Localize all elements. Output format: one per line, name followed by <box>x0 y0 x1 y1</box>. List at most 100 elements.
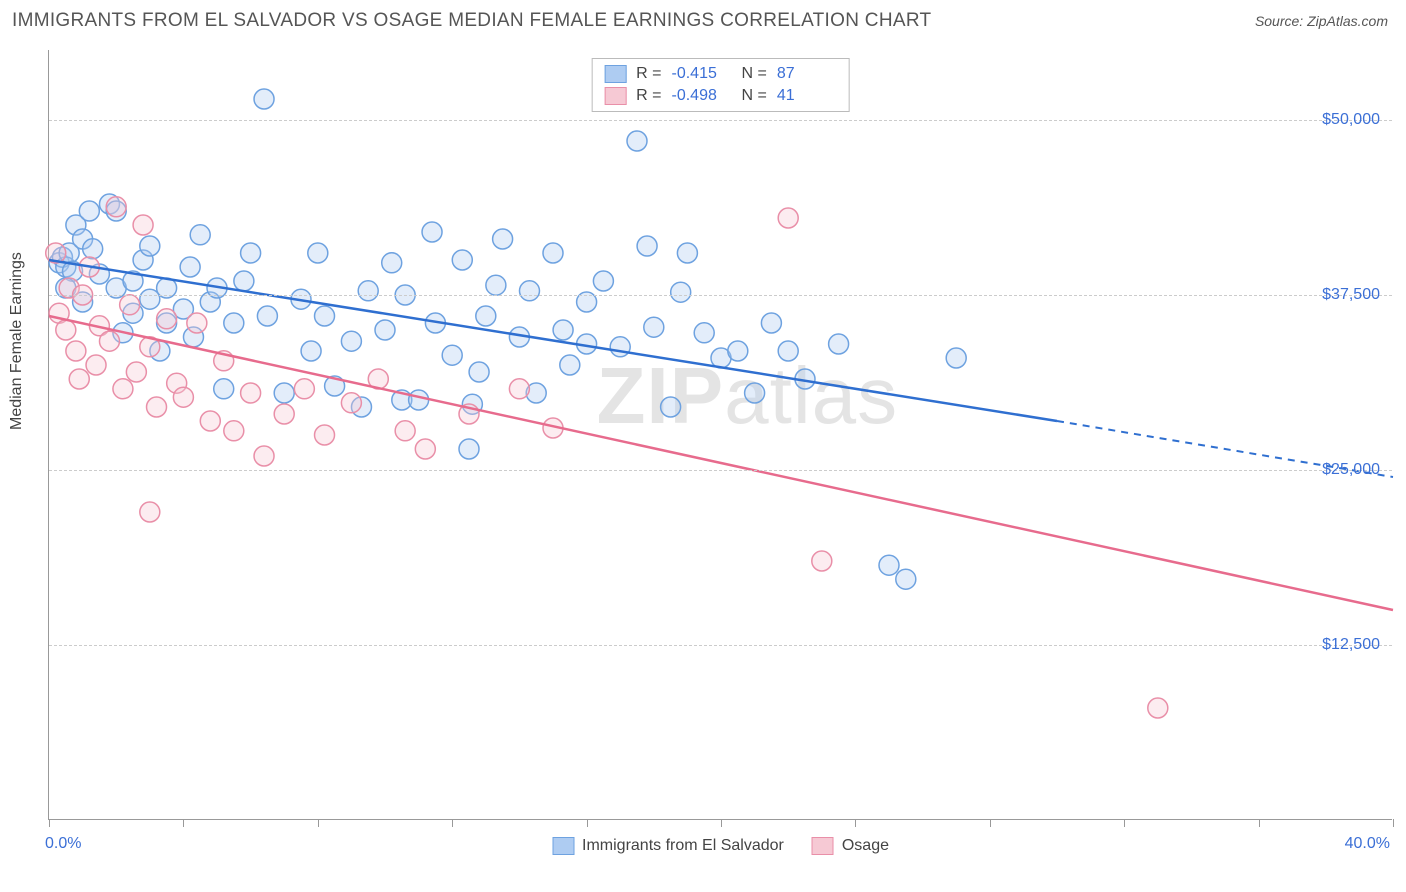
data-point <box>778 341 798 361</box>
swatch-series-1-bottom <box>552 837 574 855</box>
data-point <box>173 387 193 407</box>
data-point <box>519 281 539 301</box>
data-point <box>341 393 361 413</box>
data-point <box>382 253 402 273</box>
data-point <box>395 421 415 441</box>
data-point <box>147 397 167 417</box>
data-point <box>56 320 76 340</box>
legend-row-series-1: R = -0.415 N = 87 <box>604 63 837 85</box>
data-point <box>627 131 647 151</box>
x-tick <box>49 819 50 827</box>
x-tick <box>452 819 453 827</box>
data-point <box>543 243 563 263</box>
scatter-plot-svg <box>49 50 1392 819</box>
data-point <box>452 250 472 270</box>
data-point <box>126 362 146 382</box>
x-tick <box>183 819 184 827</box>
data-point <box>79 201 99 221</box>
x-tick <box>587 819 588 827</box>
data-point <box>812 551 832 571</box>
x-tick <box>721 819 722 827</box>
data-point <box>829 334 849 354</box>
data-point <box>294 379 314 399</box>
data-point <box>486 275 506 295</box>
data-point <box>190 225 210 245</box>
x-tick <box>1124 819 1125 827</box>
data-point <box>677 243 697 263</box>
data-point <box>187 313 207 333</box>
data-point <box>106 197 126 217</box>
data-point <box>157 309 177 329</box>
data-point <box>214 379 234 399</box>
gridline-h <box>49 645 1392 646</box>
x-axis-max-label: 40.0% <box>1345 835 1390 853</box>
data-point <box>241 383 261 403</box>
gridline-h <box>49 120 1392 121</box>
data-point <box>301 341 321 361</box>
x-tick <box>990 819 991 827</box>
data-point <box>375 320 395 340</box>
data-point <box>560 355 580 375</box>
data-point <box>671 282 691 302</box>
data-point <box>254 89 274 109</box>
x-tick <box>855 819 856 827</box>
data-point <box>459 439 479 459</box>
y-tick-label: $50,000 <box>1322 111 1380 129</box>
data-point <box>86 355 106 375</box>
data-point <box>593 271 613 291</box>
data-point <box>409 390 429 410</box>
data-point <box>661 397 681 417</box>
data-point <box>896 569 916 589</box>
gridline-h <box>49 470 1392 471</box>
data-point <box>254 446 274 466</box>
x-tick <box>318 819 319 827</box>
data-point <box>442 345 462 365</box>
chart-title: IMMIGRANTS FROM EL SALVADOR VS OSAGE MED… <box>12 10 931 32</box>
data-point <box>728 341 748 361</box>
legend-bottom: Immigrants from El Salvador Osage <box>552 837 889 855</box>
y-axis-label: Median Female Earnings <box>8 252 26 430</box>
data-point <box>1148 698 1168 718</box>
legend-correlation-box: R = -0.415 N = 87 R = -0.498 N = 41 <box>591 58 850 112</box>
data-point <box>761 313 781 333</box>
data-point <box>224 421 244 441</box>
data-point <box>879 555 899 575</box>
data-point <box>66 341 86 361</box>
data-point <box>946 348 966 368</box>
data-point <box>509 379 529 399</box>
legend-item-series-1: Immigrants from El Salvador <box>552 837 784 855</box>
data-point <box>493 229 513 249</box>
data-point <box>694 323 714 343</box>
chart-area: ZIPatlas R = -0.415 N = 87 R = -0.498 N … <box>48 50 1392 820</box>
y-tick-label: $12,500 <box>1322 636 1380 654</box>
data-point <box>415 439 435 459</box>
data-point <box>224 313 244 333</box>
data-point <box>422 222 442 242</box>
legend-row-series-2: R = -0.498 N = 41 <box>604 85 837 107</box>
data-point <box>234 271 254 291</box>
data-point <box>200 411 220 431</box>
swatch-series-2 <box>604 87 626 105</box>
data-point <box>274 383 294 403</box>
data-point <box>140 502 160 522</box>
data-point <box>476 306 496 326</box>
data-point <box>120 295 140 315</box>
data-point <box>637 236 657 256</box>
data-point <box>341 331 361 351</box>
data-point <box>99 331 119 351</box>
data-point <box>257 306 277 326</box>
data-point <box>241 243 261 263</box>
data-point <box>315 306 335 326</box>
source-label: Source: ZipAtlas.com <box>1255 13 1388 29</box>
data-point <box>358 281 378 301</box>
data-point <box>553 320 573 340</box>
data-point <box>469 362 489 382</box>
data-point <box>69 369 89 389</box>
data-point <box>610 337 630 357</box>
x-tick <box>1393 819 1394 827</box>
data-point <box>113 379 133 399</box>
y-tick-label: $37,500 <box>1322 286 1380 304</box>
gridline-h <box>49 295 1392 296</box>
data-point <box>274 404 294 424</box>
legend-item-series-2: Osage <box>812 837 889 855</box>
